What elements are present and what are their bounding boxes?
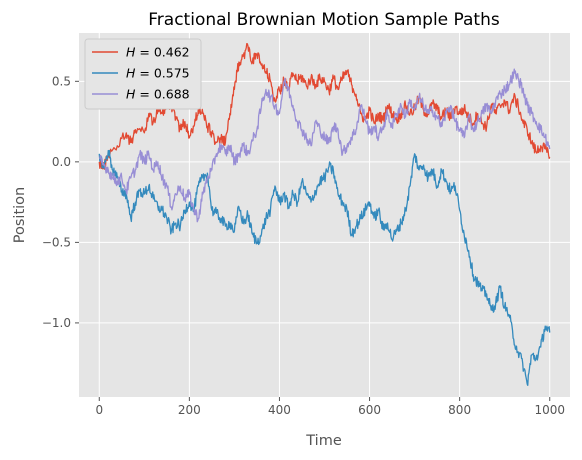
legend-label: H = 0.575 [126, 66, 190, 81]
legend-h-symbol: H [126, 66, 136, 81]
x-tick-label: 400 [268, 403, 291, 417]
ticks: 0 200 400 600 800 1000 −1.0 −0.5 0.0 0.5 [42, 74, 565, 417]
legend-h-value: = 0.575 [135, 66, 189, 81]
y-tick-label: −1.0 [42, 316, 71, 330]
legend-label: H = 0.688 [126, 87, 190, 102]
x-tick-label: 0 [95, 403, 103, 417]
series-line-2 [98, 149, 551, 386]
x-axis-label: Time [305, 433, 342, 449]
x-tick-label: 800 [448, 403, 471, 417]
legend-h-value: = 0.462 [135, 45, 189, 60]
legend-h-symbol: H [126, 45, 136, 60]
legend-box [84, 38, 202, 110]
legend-label: H = 0.462 [126, 45, 190, 60]
y-axis-label: Position [12, 187, 28, 243]
x-tick-label: 1000 [534, 403, 565, 417]
legend-h-symbol: H [126, 87, 136, 102]
x-tick-label: 200 [178, 403, 201, 417]
series-line-3 [98, 68, 551, 223]
x-tick-label: 600 [358, 403, 381, 417]
y-tick-label: −0.5 [42, 235, 71, 249]
chart-title: Fractional Brownian Motion Sample Paths [148, 10, 500, 30]
y-tick-label: 0.0 [52, 155, 71, 169]
legend-h-value: = 0.688 [135, 87, 189, 102]
series-layer [98, 42, 551, 386]
y-tick-label: 0.5 [52, 74, 71, 88]
series-line-1 [98, 42, 551, 170]
